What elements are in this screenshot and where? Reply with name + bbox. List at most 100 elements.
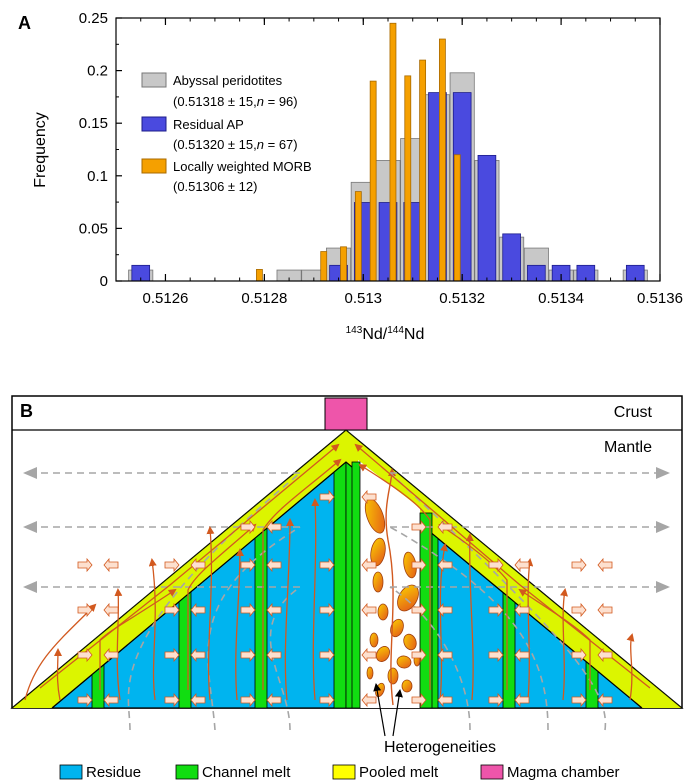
crust-label: Crust — [614, 404, 653, 421]
lateral-arrow — [514, 692, 530, 708]
melt-flow-arrow — [465, 533, 474, 701]
lateral-arrow — [164, 557, 180, 573]
heterogeneity-blob — [376, 646, 390, 662]
legend-swatch-channel — [175, 764, 199, 780]
lateral-arrow — [190, 692, 206, 708]
heterogeneity-blob — [396, 655, 412, 669]
bar-morb — [404, 75, 412, 282]
heterogeneity-blob — [372, 571, 384, 593]
y-tick-label: 0.15 — [79, 115, 108, 132]
x-tick-label: 0.5126 — [143, 290, 189, 307]
lateral-arrow — [361, 489, 377, 505]
legend-label-abyssal: Abyssal peridotites — [173, 73, 283, 88]
stat-abyssal-text: (0.51318 ± 15, — [173, 94, 257, 109]
legend-swatch-residue — [59, 764, 83, 780]
dashed-curve — [389, 526, 549, 731]
lateral-arrow — [240, 647, 256, 663]
lateral-arrow — [164, 602, 180, 618]
lateral-arrow — [77, 647, 93, 663]
x-axis-label-sup-143: 143 — [346, 325, 363, 336]
legend-label-chamber: Magma chamber — [507, 764, 620, 781]
mantle-label: Mantle — [604, 439, 652, 456]
bar-morb — [453, 154, 461, 282]
bar-morb — [419, 59, 427, 282]
heterogeneity-blob — [366, 666, 374, 680]
lateral-arrow — [411, 692, 427, 708]
lateral-arrow — [319, 557, 335, 573]
lateral-arrow — [411, 519, 427, 535]
stat-residual-n: n — [257, 137, 264, 152]
x-tick-label: 0.5128 — [241, 290, 287, 307]
lateral-arrow — [103, 557, 119, 573]
heterogeneity-blob — [377, 603, 389, 621]
channel-melt — [333, 430, 347, 708]
legend-label-pooled: Pooled melt — [359, 764, 439, 781]
lateral-arrow — [411, 647, 427, 663]
lateral-arrow — [266, 602, 282, 618]
lateral-arrow — [266, 647, 282, 663]
melt-flow-arrow — [525, 558, 534, 701]
bar-residual-ap — [502, 233, 521, 282]
heterogeneities-label: Heterogeneities — [384, 739, 496, 756]
stat-residual-text: (0.51320 ± 15, — [173, 137, 257, 152]
lateral-arrow — [437, 692, 453, 708]
channel-melt-center-right — [351, 461, 361, 709]
y-axis-label: Frequency — [32, 112, 49, 188]
lateral-arrow — [240, 602, 256, 618]
heterogeneity-blob — [390, 618, 404, 638]
pointer-1 — [373, 683, 386, 737]
x-axis-label-nd: Nd/ — [362, 326, 387, 343]
melt-flow-arrow — [438, 523, 508, 690]
lateral-arrow — [361, 602, 377, 618]
heterogeneities-pointers — [373, 683, 403, 737]
melt-flow-arrow — [235, 548, 244, 701]
legend-label-residue: Residue — [86, 764, 141, 781]
lateral-arrow — [514, 647, 530, 663]
melt-flow-arrow — [187, 523, 257, 690]
lateral-arrow — [190, 602, 206, 618]
lateral-arrow — [437, 557, 453, 573]
legend-swatch-pooled — [332, 764, 356, 780]
lateral-arrow — [437, 647, 453, 663]
pooled-outline-inner — [51, 461, 643, 708]
lateral-arrow — [77, 692, 93, 708]
legend-swatch-residual-ap — [141, 116, 167, 132]
melt-flow-arrow — [148, 558, 157, 701]
melt-flow-arrow — [560, 588, 568, 701]
melt-flow-arrow — [358, 463, 431, 690]
histogram-bars — [128, 22, 648, 282]
melt-flow-arrow — [311, 498, 320, 701]
stat-abyssal-n: n — [257, 94, 264, 109]
lateral-arrow — [103, 602, 119, 618]
x-tick-label: 0.5134 — [538, 290, 584, 307]
lateral-arrow — [571, 647, 587, 663]
legend-swatch-morb — [141, 158, 167, 174]
lateral-arrow — [240, 692, 256, 708]
y-tick-label: 0.05 — [79, 220, 108, 237]
lateral-arrow — [597, 557, 613, 573]
melt-flow-arrow — [24, 603, 97, 701]
bar-morb — [340, 246, 347, 282]
panel-b-label: B — [20, 401, 33, 421]
lateral-arrow — [597, 647, 613, 663]
y-tick-label: 0 — [100, 273, 108, 290]
lateral-arrow — [411, 602, 427, 618]
legend-swatch-chamber — [480, 764, 504, 780]
y-tick-label: 0.25 — [79, 10, 108, 27]
lateral-arrow — [488, 602, 504, 618]
lateral-arrow — [77, 602, 93, 618]
lateral-arrow — [571, 557, 587, 573]
lateral-arrow — [319, 602, 335, 618]
dashed-flow-lines — [23, 467, 670, 731]
lateral-arrow — [319, 692, 335, 708]
lateral-arrow — [597, 602, 613, 618]
lateral-arrow — [266, 692, 282, 708]
stat-residual-count: = 67) — [264, 137, 298, 152]
lateral-arrow — [361, 692, 377, 708]
x-axis-label-nd-2: Nd — [404, 326, 424, 343]
lateral-arrow — [361, 647, 377, 663]
dashed-curve — [207, 526, 301, 731]
melt-flow-arrow — [114, 588, 123, 701]
legend-stat-residual-ap: (0.51320 ± 15,n = 67) — [173, 137, 298, 152]
